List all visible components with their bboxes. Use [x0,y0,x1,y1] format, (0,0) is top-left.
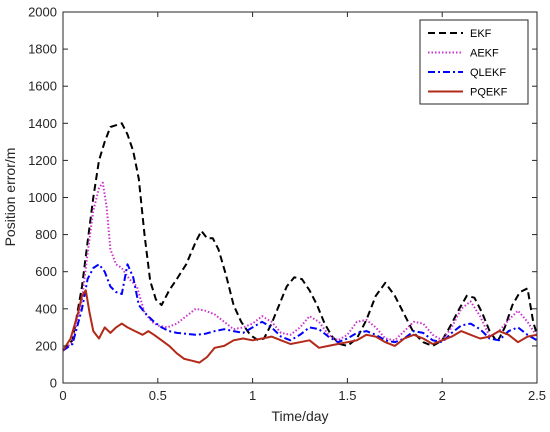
series-line-pqekf [62,289,538,364]
y-tick-label: 600 [35,264,57,279]
series-line-aekf [62,181,538,352]
series-line-ekf [62,122,538,352]
x-tick-label: 0.5 [149,388,167,403]
y-tick-label: 800 [35,227,57,242]
x-axis-label: Time/day [271,408,328,424]
legend-label-aekf: AEKF [470,48,499,60]
y-tick-label: 1800 [28,42,57,57]
legend-label-pqekf: PQEKF [470,87,508,99]
legend-label-ekf: EKF [470,28,492,40]
y-tick-label: 2000 [28,5,57,20]
legend: EKF AEKF QLEKF PQEKF [419,19,529,105]
y-tick-label: 1600 [28,79,57,94]
series-line-qlekf [62,263,538,352]
series-layer [62,122,538,364]
y-axis-label: Position error/m [2,148,18,247]
y-tick-label: 1400 [28,116,57,131]
y-tick-label: 1000 [28,190,57,205]
x-tick-label: 2 [439,388,446,403]
x-tick-label: 1 [249,388,256,403]
legend-label-qlekf: QLEKF [470,67,506,79]
x-tick-label: 1.5 [338,388,356,403]
x-tick-label: 2.5 [528,388,546,403]
x-tick-label: 0 [59,388,66,403]
y-tick-label: 400 [35,301,57,316]
axis-ticks: 0 0.5 1 1.5 2 2.5 0 200 400 600 800 1000 1200 1400 160… [28,5,546,404]
y-tick-label: 1200 [28,153,57,168]
legend-box [419,19,529,105]
y-tick-label: 200 [35,338,57,353]
y-tick-label: 0 [50,376,57,391]
